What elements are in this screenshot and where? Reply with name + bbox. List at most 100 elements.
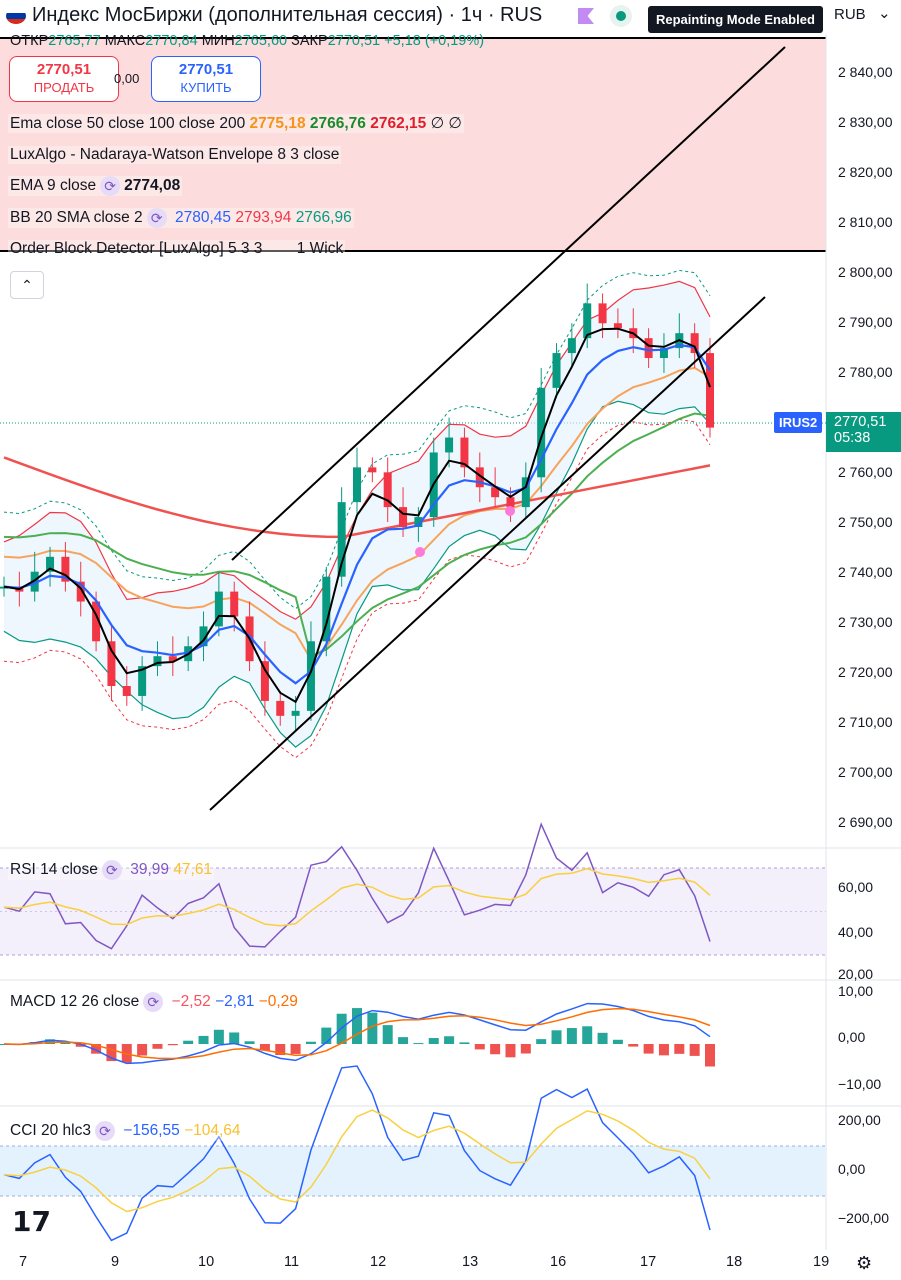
macd-histogram-bar	[259, 1044, 270, 1051]
refresh-icon[interactable]: ⟳	[100, 176, 121, 196]
bb-basis-value: 2780,45	[175, 209, 232, 227]
macd-histogram-bar	[106, 1044, 117, 1062]
lux-legend[interactable]: LuxAlgo - Nadaraya-Watson Envelope 8 3 c…	[8, 146, 342, 164]
macd-histogram-bar	[367, 1012, 378, 1044]
macd-tick-label: −10,00	[838, 1076, 882, 1092]
candle-body	[276, 700, 285, 716]
price-tick-label: 2 780,00	[838, 364, 893, 380]
order-block-zone	[0, 38, 826, 251]
time-tick-label: 13	[462, 1254, 479, 1270]
candle-body	[199, 626, 208, 647]
buy-price: 2770,51	[178, 61, 234, 78]
rsi-ma-line	[3, 867, 711, 927]
candle-body	[291, 710, 300, 716]
ema100-line	[3, 412, 711, 658]
ob-legend[interactable]: Order Block Detector [LuxAlgo] 5 3 3 1 W…	[8, 240, 346, 258]
macd-histogram-bar	[198, 1035, 209, 1044]
chart-header: Индекс МосБиржи (дополнительная сессия) …	[0, 0, 901, 34]
macd-histogram-bar	[474, 1044, 485, 1050]
time-tick-label: 17	[640, 1254, 657, 1270]
macd-histogram-bar	[490, 1044, 501, 1055]
candle-body	[107, 641, 116, 687]
collapse-legend-button[interactable]: ⌃	[10, 271, 44, 299]
market-status-icon[interactable]	[610, 5, 632, 27]
rsi-tick-label: 20,00	[838, 966, 874, 982]
candle-body	[337, 502, 346, 577]
candle-body	[491, 487, 500, 498]
macd-histogram-bar	[428, 1038, 439, 1044]
macd-line	[3, 1002, 711, 1065]
cci-band	[0, 1146, 826, 1196]
macd-histogram-bar	[60, 1042, 71, 1044]
price-tick-label: 2 810,00	[838, 214, 893, 230]
time-tick-label: 19	[813, 1254, 830, 1270]
buy-button[interactable]: 2770,51 КУПИТЬ	[151, 56, 261, 102]
rsi-value: 39,99	[130, 861, 169, 879]
macd-histogram-bar	[398, 1037, 409, 1044]
signal-dot	[505, 506, 515, 516]
macd-tick-label: 10,00	[838, 983, 874, 999]
time-tick-label: 12	[370, 1254, 387, 1270]
price-chart[interactable]	[0, 34, 901, 1280]
rsi-tick-label: 40,00	[838, 924, 874, 940]
candle-body	[613, 323, 622, 329]
price-tick-label: 2 690,00	[838, 814, 893, 830]
candle-body	[353, 467, 361, 503]
last-price-tag: 2770,51 05:38	[826, 412, 901, 452]
macd-histogram-bar	[597, 1032, 608, 1044]
price-tick-label: 2 750,00	[838, 514, 893, 530]
rsi-tick-label: 60,00	[838, 879, 874, 895]
candle-body	[506, 497, 515, 508]
gear-icon[interactable]: ⚙	[856, 1253, 873, 1273]
refresh-icon[interactable]: ⟳	[101, 860, 122, 880]
cci-tick-label: 0,00	[838, 1161, 866, 1177]
candle-body	[460, 437, 469, 468]
ema50-value: 2775,18	[249, 115, 306, 132]
ema-empty-values: ∅ ∅	[430, 115, 462, 132]
flag-marker-icon[interactable]	[578, 8, 594, 24]
symbol-title[interactable]: Индекс МосБиржи (дополнительная сессия) …	[32, 4, 543, 26]
price-tick-label: 2 710,00	[838, 714, 893, 730]
ema200-line	[3, 456, 711, 539]
cci-value: −156,55	[123, 1122, 180, 1140]
cci-tick-label: −200,00	[838, 1210, 889, 1226]
candle-body	[445, 437, 454, 453]
ob-tail: 1 Wick	[296, 240, 344, 257]
bb-basis-line	[3, 343, 711, 685]
price-tick-label: 2 720,00	[838, 664, 893, 680]
macd-label: MACD 12 26 close	[10, 993, 140, 1011]
macd-histogram-bar	[382, 1025, 393, 1044]
macd-histogram-bar	[628, 1044, 639, 1047]
sell-button[interactable]: 2770,51 ПРОДАТЬ	[9, 56, 119, 102]
macd-histogram-bar	[305, 1041, 316, 1044]
close-value: 2770,51	[327, 33, 381, 49]
macd-legend[interactable]: MACD 12 26 close ⟳ −2,52 −2,81 −0,29	[8, 992, 300, 1012]
rsi-label: RSI 14 close	[10, 861, 98, 879]
cci-legend[interactable]: CCI 20 hlc3 ⟳ −156,55 −104,64	[8, 1121, 243, 1141]
rsi-legend[interactable]: RSI 14 close ⟳ 39,99 47,61	[8, 860, 215, 880]
candle-body	[414, 517, 423, 527]
candle-body	[61, 556, 70, 582]
ema-legend[interactable]: Ema close 50 close 100 close 200 2775,18…	[8, 114, 464, 133]
refresh-icon[interactable]: ⟳	[146, 208, 167, 228]
cci-ma-line	[3, 1109, 711, 1213]
macd-histogram-bar	[566, 1028, 577, 1044]
price-tick-label: 2 830,00	[838, 114, 893, 130]
currency-label[interactable]: RUB	[834, 6, 866, 23]
candle-body	[92, 601, 101, 642]
price-tick-label: 2 700,00	[838, 764, 893, 780]
refresh-icon[interactable]: ⟳	[94, 1121, 115, 1141]
tradingview-logo[interactable]: 17	[12, 1205, 51, 1238]
ema9-line	[3, 327, 711, 704]
bb-legend[interactable]: BB 20 SMA close 2 ⟳ 2780,45 2793,94 2766,…	[8, 208, 354, 228]
spread-value: 0,00	[114, 71, 140, 86]
ema9-legend[interactable]: EMA 9 close ⟳ 2774,08	[8, 176, 183, 196]
price-tick-label: 2 740,00	[838, 564, 893, 580]
price-tick-label: 2 840,00	[838, 64, 893, 80]
refresh-icon[interactable]: ⟳	[143, 992, 164, 1012]
chevron-down-icon[interactable]: ⌄	[878, 5, 891, 22]
bb-upper-value: 2793,94	[235, 209, 292, 227]
rsi-line	[3, 822, 711, 950]
ema9-label: EMA 9 close	[10, 177, 97, 195]
envelope-lower-line	[3, 418, 711, 759]
